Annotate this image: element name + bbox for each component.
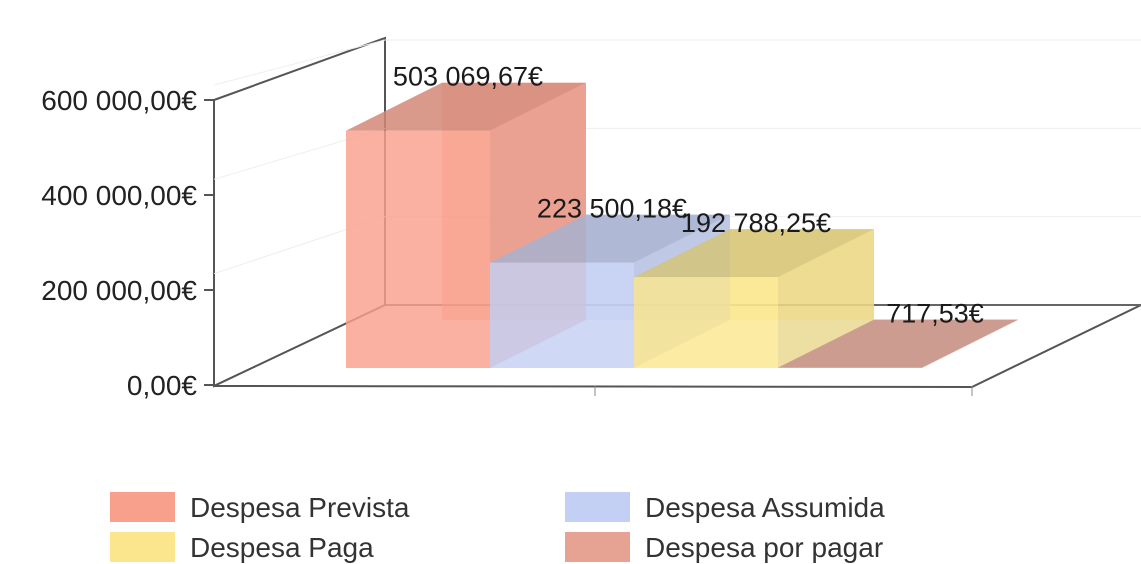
legend-item: Despesa Prevista [110, 492, 410, 523]
data-label: 223 500,18€ [537, 194, 687, 224]
legend-item: Despesa Paga [110, 532, 374, 563]
legend-item: Despesa por pagar [565, 532, 883, 563]
y-axis-tick-labels: 0,00€ 200 000,00€ 400 000,00€ 600 000,00€ [41, 85, 197, 401]
legend-label: Despesa por pagar [645, 532, 883, 563]
y-tick-label: 0,00€ [127, 370, 197, 401]
bar-front-face [634, 277, 778, 368]
legend-label: Despesa Paga [190, 532, 374, 563]
legend-swatch [565, 532, 630, 562]
data-label: 717,53€ [886, 299, 984, 329]
legend-item: Despesa Assumida [565, 492, 885, 523]
bar-front-face [346, 130, 490, 368]
bar-top-face [490, 214, 730, 263]
bar-front-face [490, 262, 634, 368]
legend-swatch [110, 492, 175, 522]
bar-top-face [346, 82, 586, 131]
bar-despesa-por-pagar [778, 319, 1018, 368]
y-tick-label: 200 000,00€ [41, 275, 197, 306]
legend-label: Despesa Prevista [190, 492, 410, 523]
legend-swatch [565, 492, 630, 522]
bar-side-face [922, 319, 1018, 368]
legend-label: Despesa Assumida [645, 492, 885, 523]
data-labels: 503 069,67€ 223 500,18€192 788,25€ 717,53€ [393, 62, 984, 329]
y-tick-label: 600 000,00€ [41, 85, 197, 116]
legend-swatch [110, 532, 175, 562]
bar-top-face [634, 229, 874, 278]
bars [346, 82, 1018, 368]
y-tick-label: 400 000,00€ [41, 180, 197, 211]
data-label: 192 788,25€ [681, 208, 831, 238]
bar-side-face [778, 229, 874, 368]
grid-line-side [213, 39, 386, 86]
legend: Despesa Prevista Despesa Assumida Despesa … [110, 492, 885, 563]
data-label: 503 069,67€ [393, 62, 543, 92]
bar-top-face [778, 319, 1018, 368]
bar-despesa-paga [634, 229, 874, 368]
